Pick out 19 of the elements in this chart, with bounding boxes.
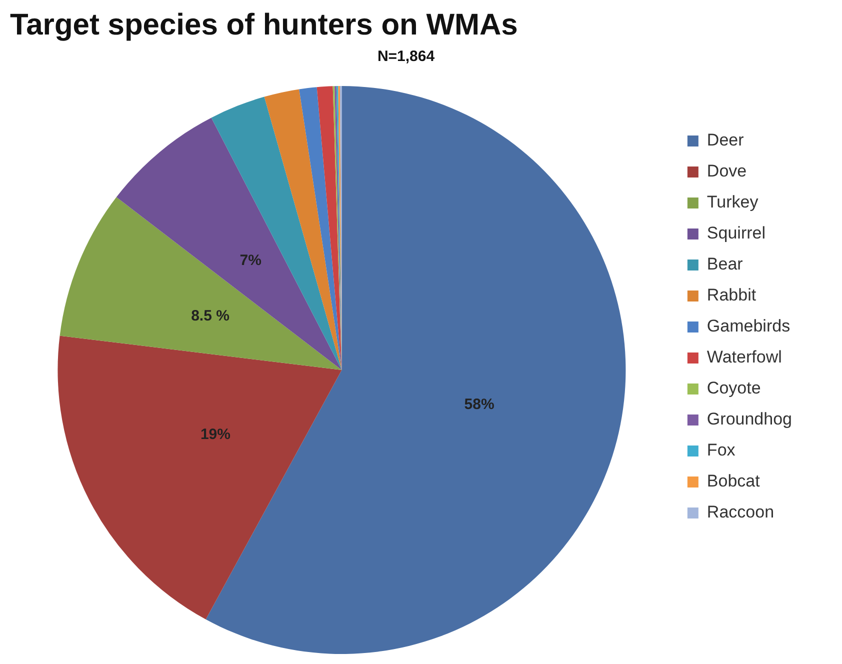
data-label: 8.5 % [191,307,230,324]
legend-label: Bear [706,254,744,274]
data-label: 19% [200,426,230,444]
legend-label: Gamebirds [706,316,790,336]
legend-label: Bobcat [706,472,760,491]
legend-label: Groundhog [706,410,792,429]
legend-label: Dove [706,162,747,181]
chart-subtitle: N=1,864 [377,48,436,66]
legend-label: Squirrel [706,224,766,243]
legend-label: Fox [706,440,736,460]
legend-label: Waterfowl [706,348,782,367]
chart-title: Target species of hunters on WMAs [10,8,518,42]
data-label: 7% [240,252,262,270]
legend-label: Coyote [706,378,761,398]
legend-label: Rabbit [706,286,756,305]
legend-label: Raccoon [706,502,774,522]
legend-label: Deer [706,130,744,150]
legend-label: Turkey [706,192,759,212]
data-label: 58% [464,396,494,414]
